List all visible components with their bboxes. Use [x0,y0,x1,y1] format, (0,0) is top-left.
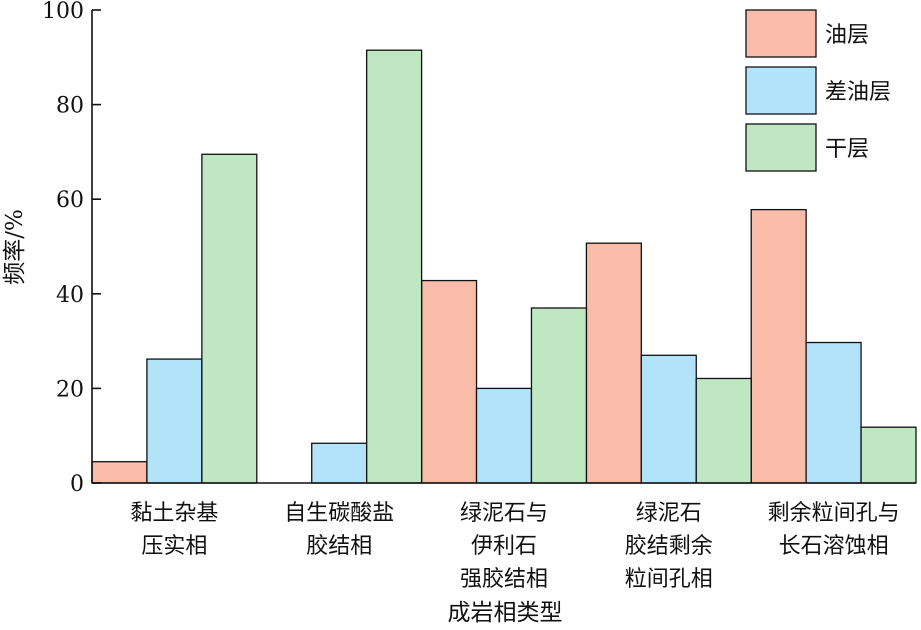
legend-swatch-1 [745,66,817,115]
bar-0-0 [91,461,148,484]
legend-label-1: 差油层 [825,80,891,105]
bars-group [91,49,917,484]
bar-2-1 [366,49,423,484]
x-category-label-2-0: 绿泥石与 [460,501,548,526]
y-tick-label-3: 60 [56,188,84,213]
bar-1-0 [146,358,203,484]
bar-0-4 [750,208,807,484]
bar-1-2 [475,387,533,484]
y-tick-label-5: 100 [42,0,84,24]
bar-2-0 [201,153,258,484]
x-category-label-2-1: 伊利石 [471,534,537,559]
bar-2-4 [860,426,917,484]
legend-label-2: 干层 [825,137,869,162]
legend-label-0: 油层 [825,23,869,48]
x-category-label-3-2: 粒间孔相 [625,567,713,592]
bar-2-2 [530,307,588,484]
x-axis-title: 成岩相类型 [448,600,563,626]
legend-swatch-2 [745,123,817,172]
x-category-label-1-0: 自生碳酸盐 [284,501,394,526]
y-axis-title: 频率/% [2,209,28,285]
y-ticks-group: 0 20 40 60 80 100 [42,0,101,497]
bar-1-4 [805,341,862,484]
y-tick-label-4: 80 [56,94,84,119]
axes-group [91,10,916,484]
bar-0-3 [585,242,642,484]
x-category-label-3-1: 胶结剩余 [625,534,713,559]
x-category-label-4-0: 剩余粒间孔与 [768,501,900,526]
x-category-label-3-0: 绿泥石 [636,501,702,526]
x-category-label-4-1: 长石溶蚀相 [779,534,889,559]
y-tick-label-2: 40 [56,283,84,308]
bar-1-3 [640,354,697,484]
x-category-label-0-1: 压实相 [141,534,207,559]
bar-0-2 [420,279,478,484]
bar-2-3 [695,377,752,484]
bar-1-1 [311,442,368,484]
y-tick-label-1: 20 [56,377,84,402]
y-tick-label-0: 0 [70,472,84,497]
x-category-label-2-2: 强胶结相 [460,567,548,592]
x-category-label-0-0: 黏土杂基 [130,501,218,526]
x-category-label-1-1: 胶结相 [306,534,372,559]
legend-swatch-0 [745,9,817,58]
